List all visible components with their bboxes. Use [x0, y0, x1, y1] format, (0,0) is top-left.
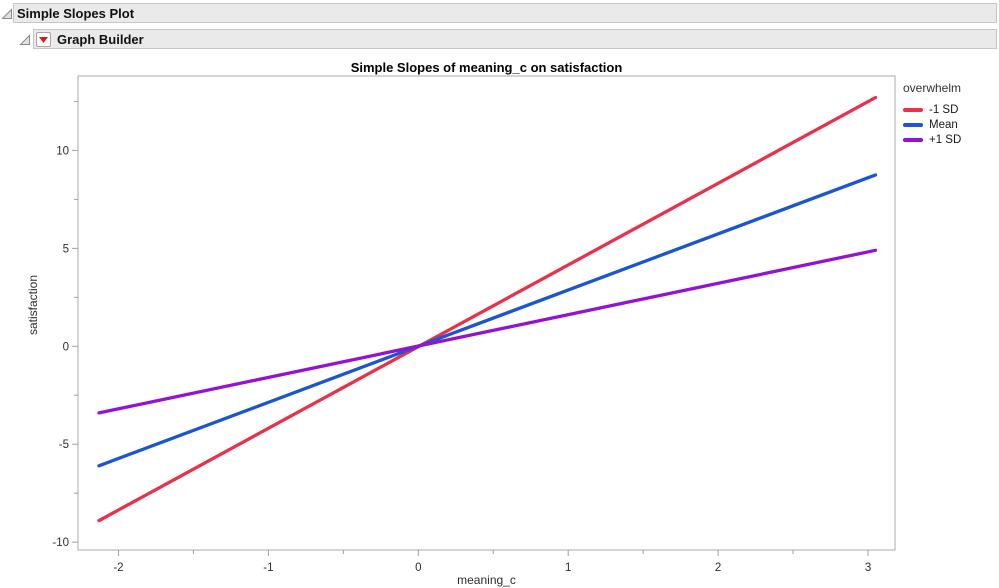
y-tick-label: -10 [52, 537, 69, 549]
legend-swatch-icon [903, 107, 923, 112]
legend-swatch-icon [903, 122, 923, 127]
legend-items: -1 SD Mean +1 SD [903, 102, 961, 147]
x-tick-label: 0 [415, 562, 421, 574]
legend-swatch-icon [903, 137, 923, 142]
legend-item-+1-sd[interactable]: +1 SD [903, 132, 961, 147]
chart-title: Simple Slopes of meaning_c on satisfacti… [350, 60, 623, 75]
disclosure-triangle-icon[interactable] [1, 7, 13, 19]
plot-frame[interactable] [77, 75, 896, 551]
x-tick-label: 1 [565, 562, 571, 574]
disclosure-triangle-icon[interactable] [19, 33, 31, 45]
x-axis-label[interactable]: meaning_c [457, 573, 516, 587]
series-line-mean[interactable] [97, 173, 878, 468]
x-tick-label: -2 [113, 562, 123, 574]
y-axis-label[interactable]: satisfaction [26, 274, 40, 335]
legend: overwhelm -1 SD Mean +1 SD [903, 81, 961, 147]
legend-item-label: Mean [929, 118, 958, 131]
y-tick-label: 10 [56, 145, 69, 157]
y-tick-label: -5 [59, 439, 69, 451]
red-triangle-icon [39, 36, 48, 43]
outline-header-simple-slopes-plot: Simple Slopes Plot [13, 3, 997, 23]
outline-title-simple-slopes-plot: Simple Slopes Plot [17, 5, 135, 21]
series-line--1-sd[interactable] [97, 95, 878, 523]
x-tick-label: -1 [263, 562, 273, 574]
legend-item-label: -1 SD [929, 103, 959, 116]
outline-header-graph-builder: Graph Builder [33, 29, 997, 49]
y-tick-label: 5 [63, 243, 69, 255]
legend-title: overwhelm [903, 81, 962, 95]
outline-title-graph-builder: Graph Builder [57, 31, 144, 47]
x-tick-label: 3 [865, 562, 871, 574]
legend-item-label: +1 SD [929, 133, 962, 146]
y-tick-label: 0 [63, 341, 69, 353]
series-line-+1-sd[interactable] [97, 248, 878, 415]
legend-item-mean[interactable]: Mean [903, 117, 961, 132]
legend-item--1-sd[interactable]: -1 SD [903, 102, 961, 117]
red-triangle-menu-button[interactable] [36, 31, 51, 47]
x-tick-label: 2 [715, 562, 721, 574]
